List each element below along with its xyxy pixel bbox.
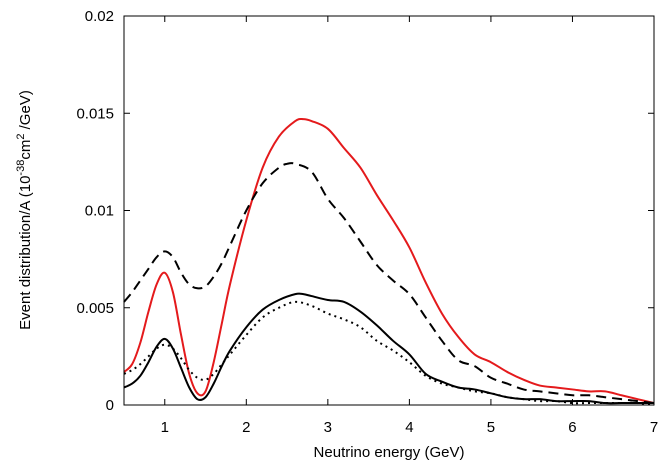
y-label-sup1: -38 [15, 160, 27, 176]
y-tick-label: 0.02 [85, 8, 114, 25]
series-line-2 [123, 162, 655, 405]
y-label-mid: cm [17, 140, 34, 160]
y-tick-label: 0.015 [76, 105, 114, 122]
series-line-3 [123, 292, 654, 405]
x-tick-label: 4 [405, 419, 413, 436]
y-axis-label: Event distribution/A (10-38cm2 /GeV) [15, 90, 34, 330]
plot-frame [123, 15, 655, 406]
y-label-prefix: Event distribution/A (10 [17, 176, 34, 330]
y-label-sup2: 2 [15, 134, 27, 140]
series-line-1 [123, 117, 655, 405]
x-tick-label: 3 [324, 419, 332, 436]
y-tick-label: 0 [106, 397, 114, 414]
y-tick-label: 0.005 [76, 300, 114, 317]
x-axis-label: Neutrino energy (GeV) [314, 444, 465, 461]
y-tick-label: 0.01 [85, 203, 114, 220]
ticks-group: 1 2 3 4 5 6 7 0 0.005 0.01 0.015 0.02 [76, 8, 658, 436]
x-tick-label: 7 [650, 419, 658, 436]
series-line-4 [123, 300, 655, 406]
x-tick-label: 2 [242, 419, 250, 436]
x-tick-label: 5 [487, 419, 495, 436]
y-label-suffix: /GeV) [17, 90, 34, 133]
series-group [123, 117, 655, 406]
x-tick-label: 6 [568, 419, 576, 436]
x-tick-label: 1 [161, 419, 169, 436]
